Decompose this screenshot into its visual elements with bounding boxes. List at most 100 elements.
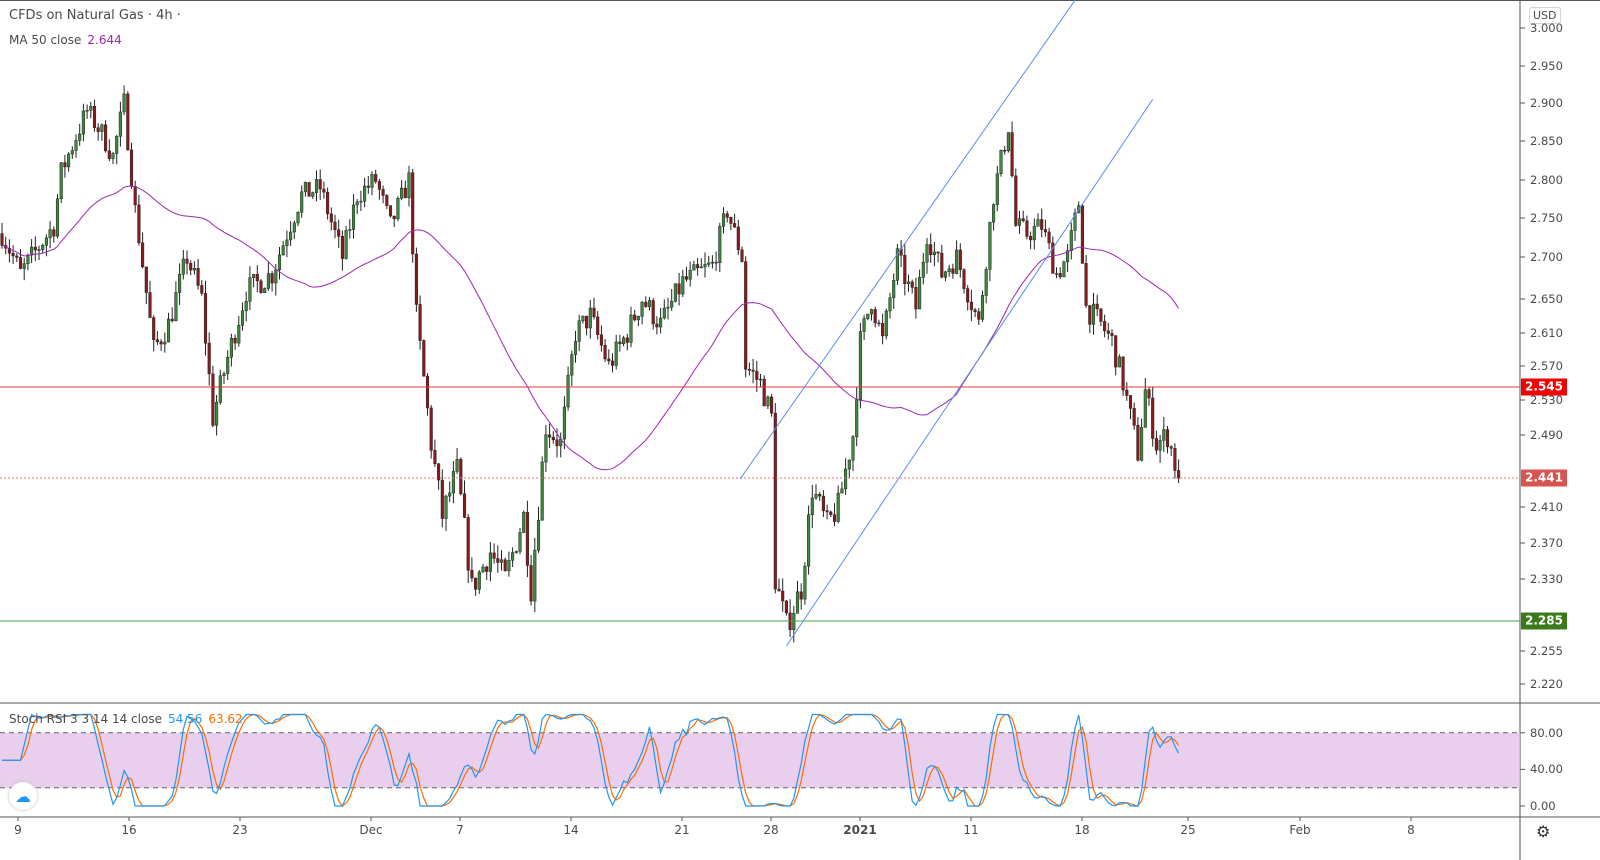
price-tick-label: 3.000 <box>1530 21 1563 35</box>
candle <box>662 307 666 319</box>
candle <box>777 588 781 592</box>
candle <box>969 301 973 311</box>
time-label: 7 <box>456 823 464 837</box>
candle <box>7 247 11 254</box>
tradingview-logo-icon[interactable]: ☁ <box>9 782 37 810</box>
stoch-d-value: 63.62 <box>208 712 243 726</box>
candle <box>244 301 248 312</box>
candle <box>1040 219 1044 230</box>
candle <box>85 109 89 112</box>
candle <box>366 185 370 188</box>
candle <box>303 182 307 193</box>
time-label: Dec <box>359 823 383 837</box>
separator: · <box>147 8 152 23</box>
candle <box>192 267 196 271</box>
price-tick-label: 2.650 <box>1530 292 1563 306</box>
candle <box>444 495 448 519</box>
stoch-tick-label: 80.00 <box>1530 725 1563 740</box>
candle <box>703 264 707 268</box>
candle <box>577 320 581 342</box>
candle <box>292 222 296 233</box>
candle <box>152 317 156 340</box>
price-tick-label: 2.410 <box>1530 500 1563 514</box>
candle <box>1091 303 1096 325</box>
candle <box>548 434 552 438</box>
candle <box>252 273 256 278</box>
candle <box>851 436 855 461</box>
stoch-tick-label: 0.00 <box>1530 799 1556 813</box>
stoch-legend[interactable]: Stoch RSI 3 3 14 14 close 54.56 63.62 <box>9 712 243 726</box>
candle <box>995 173 999 205</box>
stoch-band <box>0 732 1520 788</box>
candle <box>429 407 433 451</box>
candle <box>925 244 929 263</box>
time-label: 2021 <box>843 823 877 837</box>
candle <box>795 591 800 614</box>
candle <box>903 255 907 284</box>
symbol-legend: CFDs on Natural Gas · 4h · <box>9 8 181 23</box>
candle <box>622 337 626 344</box>
separator: · <box>176 8 181 23</box>
time-label: 23 <box>232 823 248 837</box>
candle <box>688 269 692 280</box>
candle <box>1025 220 1029 237</box>
candle <box>692 264 696 271</box>
candle <box>425 375 430 409</box>
time-label: 28 <box>763 823 779 837</box>
candle <box>803 565 807 600</box>
price-tick-label: 2.490 <box>1530 428 1563 442</box>
interval[interactable]: 4h <box>156 8 173 23</box>
candle <box>455 459 459 472</box>
candle <box>314 179 319 193</box>
candle <box>562 406 566 440</box>
candle <box>988 221 992 270</box>
ma-legend[interactable]: MA 50 close 2.644 <box>9 33 122 47</box>
price-tick-label: 2.900 <box>1530 96 1563 110</box>
candle <box>1147 389 1151 399</box>
candle <box>240 310 245 326</box>
ma-label: MA 50 close <box>9 33 82 47</box>
candle <box>736 226 740 251</box>
candle <box>11 252 15 257</box>
candle <box>296 211 300 224</box>
candle <box>832 514 837 522</box>
candle <box>141 242 145 268</box>
candle <box>18 257 23 269</box>
candle <box>1103 321 1107 332</box>
candle <box>807 514 811 567</box>
time-label: 21 <box>674 823 690 837</box>
candle <box>196 267 200 286</box>
candle <box>48 229 52 239</box>
candle <box>647 300 652 307</box>
candle <box>895 248 899 281</box>
candle <box>159 341 163 345</box>
candle <box>666 306 670 309</box>
candle <box>858 331 862 400</box>
candle <box>370 174 374 188</box>
settings-gear-icon[interactable]: ⚙ <box>1536 822 1551 841</box>
candle <box>1099 308 1103 322</box>
currency-button[interactable]: USD <box>1529 7 1561 24</box>
candle <box>78 133 82 141</box>
candle <box>699 266 703 269</box>
time-label: 9 <box>14 823 22 837</box>
price-tick-label: 2.700 <box>1530 250 1563 264</box>
candle <box>178 273 182 293</box>
stoch-k-line <box>2 713 1180 807</box>
candle <box>1003 149 1007 152</box>
candle <box>377 181 381 190</box>
candle <box>1136 425 1140 461</box>
candle <box>281 245 285 256</box>
candle <box>836 492 840 522</box>
ma-value: 2.644 <box>87 33 122 47</box>
candle <box>999 149 1003 175</box>
candle <box>1158 440 1162 451</box>
candle <box>651 300 655 325</box>
candle <box>906 281 911 284</box>
candle <box>566 374 570 408</box>
candle <box>52 229 56 237</box>
candle <box>433 450 437 465</box>
candle <box>1014 175 1018 226</box>
candle <box>340 236 344 259</box>
